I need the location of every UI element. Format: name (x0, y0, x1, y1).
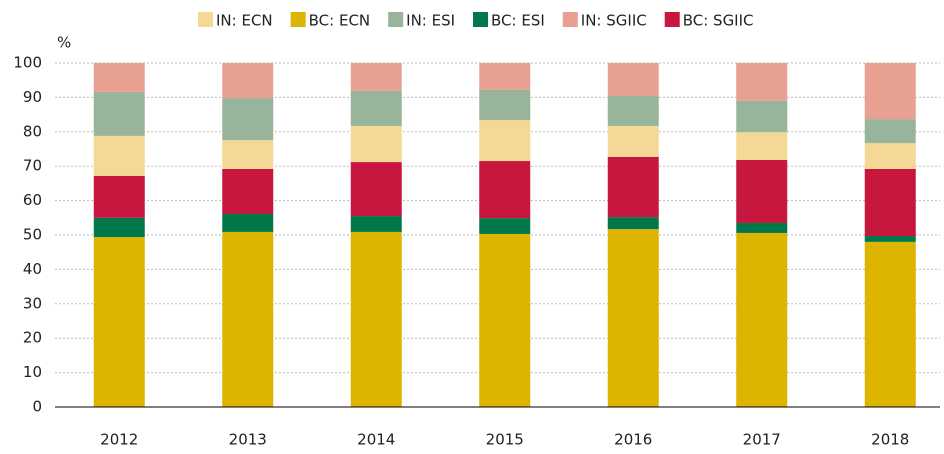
bar-segment (479, 161, 531, 219)
bar-segment (864, 168, 916, 237)
bar-segment (736, 232, 788, 407)
legend-label: BC: ESI (491, 12, 545, 30)
bar-segment (222, 168, 274, 215)
bar-segment (864, 236, 916, 242)
bar-segment (350, 90, 402, 126)
bar-segment (222, 231, 274, 407)
y-tick-label: 80 (23, 122, 42, 140)
x-tick-label: 2013 (229, 431, 267, 449)
bar-segment (607, 229, 659, 407)
x-tick-label: 2016 (614, 431, 652, 449)
bar-segment (736, 132, 788, 161)
bar-segment (736, 63, 788, 101)
legend-swatch (562, 12, 578, 27)
bar-segment (93, 175, 145, 218)
bar-segment (607, 217, 659, 230)
bar-segment (864, 119, 916, 144)
bar-segment (607, 125, 659, 157)
bar-segment (222, 140, 274, 169)
bar-segment (736, 160, 788, 223)
bar-segment (864, 143, 916, 169)
bar-segment (350, 162, 402, 217)
x-tick-label: 2014 (357, 431, 395, 449)
bar-segment (607, 96, 659, 126)
bar-segment (93, 135, 145, 176)
bar-segment (736, 222, 788, 233)
y-tick-label: 70 (23, 157, 42, 175)
bar-segment (350, 125, 402, 163)
x-tick-label: 2015 (486, 431, 524, 449)
bar-segment (479, 233, 531, 407)
y-tick-label: 0 (32, 398, 42, 416)
bar-segment (607, 63, 659, 97)
y-unit: % (57, 34, 71, 52)
legend-label: IN: SGIIC (581, 12, 647, 30)
legend-label: IN: ESI (406, 12, 455, 30)
bar-segment (222, 98, 274, 141)
bar-segment (736, 100, 788, 133)
bar-segment (607, 156, 659, 218)
y-tick-label: 50 (23, 226, 42, 244)
bar-segment (864, 241, 916, 407)
y-tick-label: 20 (23, 329, 42, 347)
y-tick-label: 100 (13, 54, 42, 72)
bar-segment (479, 218, 531, 234)
y-tick-label: 90 (23, 88, 42, 106)
legend-swatch (198, 12, 213, 27)
bar-segment (93, 237, 145, 407)
x-tick-label: 2012 (100, 431, 138, 449)
legend-swatch (388, 12, 404, 27)
bar-segment (864, 63, 916, 120)
bar-segment (350, 216, 402, 232)
x-tick-label: 2018 (871, 431, 909, 449)
bar-segment (93, 91, 145, 136)
bar-segment (479, 89, 531, 121)
bar-segment (479, 63, 531, 90)
legend-swatch (473, 12, 489, 27)
legend-swatch (664, 12, 680, 27)
bar-segment (93, 217, 145, 238)
bar-segment (222, 63, 274, 99)
y-tick-label: 10 (23, 363, 42, 381)
legend-label: IN: ECN (216, 12, 273, 30)
y-tick-label: 40 (23, 260, 42, 278)
y-tick-label: 30 (23, 294, 42, 312)
bar-segment (350, 63, 402, 91)
bar-segment (350, 231, 402, 407)
legend-swatch (290, 12, 306, 27)
legend-label: BC: ECN (309, 12, 371, 30)
bar-segment (479, 120, 531, 162)
bar-segment (93, 63, 145, 92)
x-tick-label: 2017 (743, 431, 781, 449)
legend-label: BC: SGIIC (683, 12, 754, 30)
y-tick-label: 60 (23, 191, 42, 209)
bar-segment (222, 214, 274, 232)
